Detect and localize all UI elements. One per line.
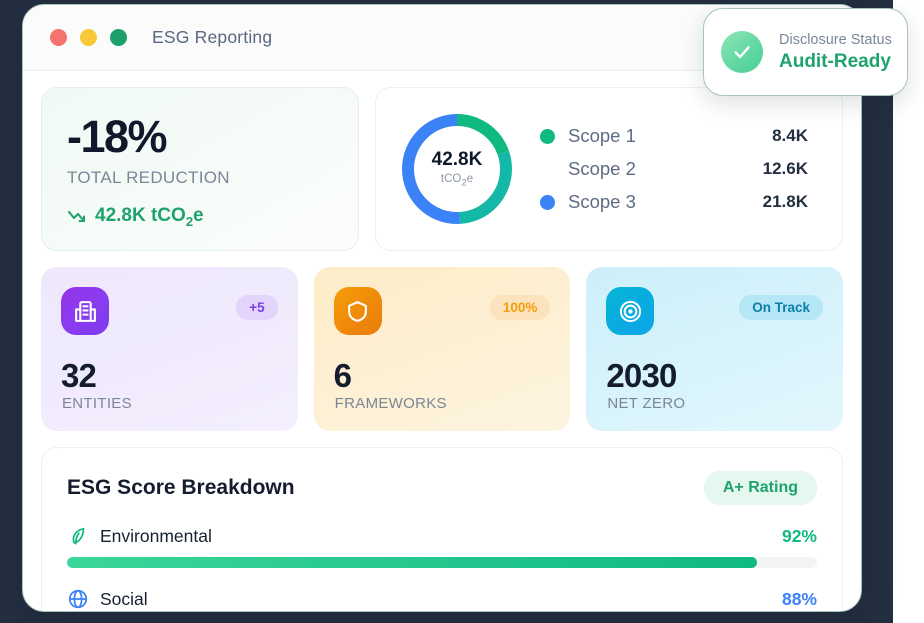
legend-row-scope-1[interactable]: Scope 1 8.4K (540, 120, 820, 153)
dashboard-content: -18% TOTAL REDUCTION 42.8K tCO2e (23, 71, 861, 611)
reduction-delta-text: 42.8K tCO2e (95, 205, 204, 229)
maximize-dot[interactable] (110, 29, 127, 46)
status-label: Disclosure Status (779, 31, 892, 48)
minimize-dot[interactable] (80, 29, 97, 46)
score-label-environmental: Environmental (100, 525, 212, 546)
close-dot[interactable] (50, 29, 67, 46)
status-value: Audit-Ready (779, 50, 891, 72)
legend-row-scope-2[interactable]: Scope 2 12.6K (540, 153, 820, 186)
score-percent-environmental: 92% (781, 525, 817, 546)
reduction-delta-sub: 2 (185, 213, 194, 229)
total-reduction-card: -18% TOTAL REDUCTION 42.8K tCO2e (41, 87, 359, 251)
score-row-environmental: Environmental 92% (67, 525, 817, 568)
shield-icon (333, 287, 382, 335)
legend-label-scope-3: Scope 3 (568, 191, 636, 212)
legend-label-scope-1: Scope 1 (568, 125, 636, 146)
score-fill-environmental (67, 557, 757, 568)
stat-label-net-zero: NET ZERO (607, 395, 686, 412)
stat-badge-net-zero: On Track (739, 295, 824, 320)
reduction-delta-prefix: 42.8K tCO (95, 205, 186, 226)
donut-svg (402, 114, 512, 224)
window-title: ESG Reporting (152, 27, 273, 47)
summary-row: -18% TOTAL REDUCTION 42.8K tCO2e (41, 87, 843, 251)
trend-down-icon (67, 210, 86, 222)
stat-card-entities[interactable]: +5 32 ENTITIES (41, 267, 298, 431)
score-track-environmental (67, 557, 817, 568)
donut-unit-prefix: tCO (440, 173, 462, 186)
emissions-donut-chart: 42.8K tCO2e (398, 110, 516, 228)
scope-legend: Scope 1 8.4K Scope 2 12.6K Scope 3 21.8K (540, 120, 820, 219)
reduction-delta: 42.8K tCO2e (67, 205, 358, 229)
check-circle-icon (721, 31, 763, 73)
disclosure-status-badge[interactable]: Disclosure Status Audit-Ready (703, 8, 908, 96)
building-icon (61, 287, 109, 335)
donut-segment-scope-3 (402, 114, 512, 224)
stat-value-net-zero: 2030 (606, 357, 677, 394)
legend-dot-scope-3 (540, 194, 555, 210)
stat-label-entities: ENTITIES (62, 395, 132, 412)
legend-value-scope-3: 21.8K (762, 192, 808, 211)
score-row-social: Social 88% (67, 588, 817, 611)
status-text-group: Disclosure Status Audit-Ready (779, 32, 892, 73)
donut-total-value: 42.8K (431, 149, 483, 171)
donut-center-label: 42.8K tCO2e (398, 110, 516, 228)
stat-badge-frameworks: 100% (489, 295, 551, 320)
app-window: ESG Reporting -18% TOTAL REDUCTION 42.8K… (22, 4, 862, 612)
legend-dot-scope-1 (540, 128, 555, 144)
stat-card-net-zero[interactable]: On Track 2030 NET ZERO (586, 267, 844, 431)
reduction-value: -18% (67, 111, 168, 162)
stat-cards-row: +5 32 ENTITIES 100% 6 FRAMEWORKS (41, 267, 844, 431)
legend-value-scope-2: 12.6K (762, 159, 808, 178)
target-icon (606, 287, 655, 335)
breakdown-title: ESG Score Breakdown (67, 476, 295, 499)
legend-value-scope-1: 8.4K (772, 126, 808, 145)
leaf-icon (67, 525, 89, 547)
esg-score-breakdown-card: ESG Score Breakdown A+ Rating Environmen… (41, 447, 843, 611)
score-head-environmental: Environmental 92% (67, 525, 817, 547)
score-percent-social: 88% (781, 588, 817, 609)
donut-unit-suffix: e (466, 173, 474, 186)
breakdown-header: ESG Score Breakdown A+ Rating (67, 471, 817, 505)
stat-value-entities: 32 (61, 357, 97, 394)
stat-card-frameworks[interactable]: 100% 6 FRAMEWORKS (313, 267, 571, 431)
score-head-social: Social 88% (67, 588, 817, 610)
stat-badge-entities: +5 (236, 295, 278, 320)
donut-segment-scope-2 (402, 114, 512, 224)
donut-unit-sub: 2 (461, 177, 467, 189)
stat-value-frameworks: 6 (333, 357, 352, 394)
reduction-delta-suffix: e (193, 205, 204, 226)
reduction-label: TOTAL REDUCTION (67, 168, 230, 187)
emissions-by-scope-card: 42.8K tCO2e Scope 1 8.4K Scope 2 12.6K (375, 87, 843, 251)
stat-label-frameworks: FRAMEWORKS (334, 395, 447, 412)
legend-row-scope-3[interactable]: Scope 3 21.8K (540, 186, 820, 219)
legend-label-scope-2: Scope 2 (568, 158, 636, 179)
score-label-social: Social (100, 588, 148, 609)
donut-unit: tCO2e (441, 173, 473, 188)
rating-badge[interactable]: A+ Rating (703, 471, 817, 505)
globe-icon (67, 588, 89, 610)
